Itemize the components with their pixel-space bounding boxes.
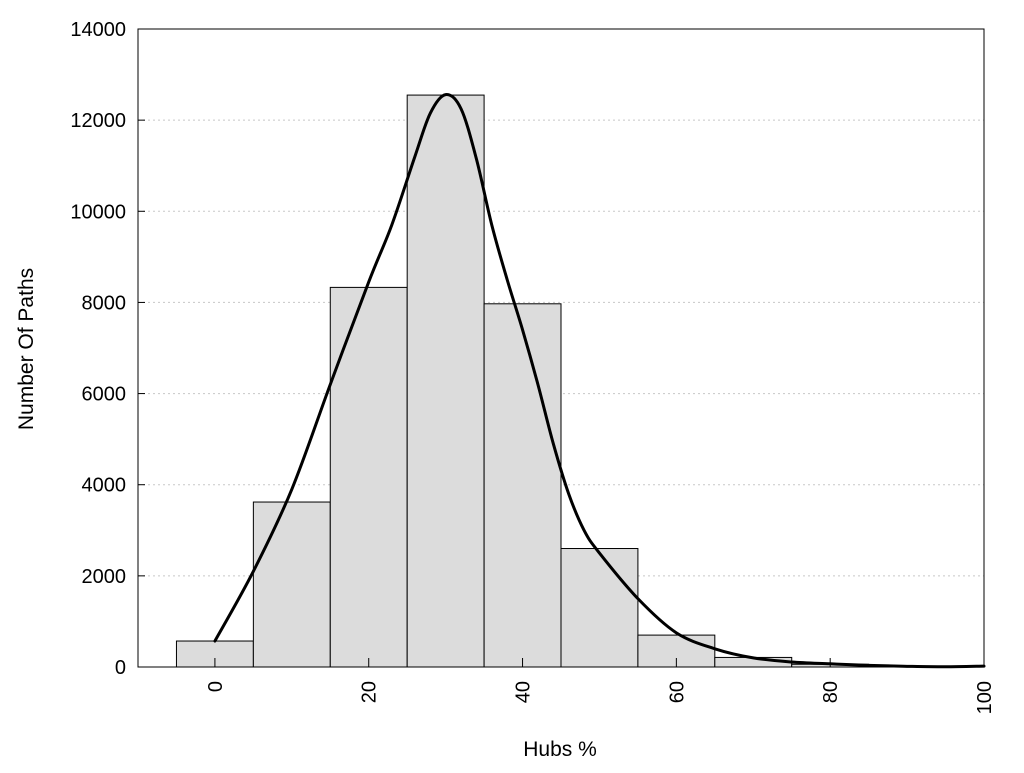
x-axis-title: Hubs %: [523, 738, 597, 761]
curve-layer: [213, 93, 986, 669]
x-tick-label-80: 80: [820, 681, 842, 703]
y-tick-label-6000: 6000: [82, 384, 127, 406]
x-tick-label-60: 60: [666, 681, 688, 703]
x-tick-label-100: 100: [974, 681, 996, 714]
y-tick-label-14000: 14000: [70, 19, 126, 41]
bars-layer: [175, 94, 947, 668]
x-tick-label-20: 20: [359, 681, 381, 703]
y-tick-label-8000: 8000: [82, 292, 127, 314]
x-tick-label-0: 0: [205, 681, 227, 692]
y-tick-label-2000: 2000: [82, 566, 127, 588]
density-curve-line: [213, 93, 986, 669]
bar-bin-50: [560, 548, 639, 668]
bar-bin-20: [329, 286, 408, 668]
bar-bin-40: [483, 303, 562, 668]
plot-frame: [137, 28, 985, 668]
y-axis-title: Number Of Paths: [15, 268, 38, 430]
ticks-layer: 0 2000 4000 6000 8000 10000 12000 14000 0 20 40 60 8…: [70, 19, 996, 714]
y-tick-label-12000: 12000: [70, 110, 126, 132]
y-tick-label-10000: 10000: [70, 201, 126, 223]
grid-layer: [138, 119, 984, 577]
y-tick-label-0: 0: [115, 657, 126, 679]
x-tick-label-40: 40: [513, 681, 535, 703]
bar-bin-30: [406, 94, 485, 668]
y-tick-label-4000: 4000: [82, 475, 127, 497]
bar-bin-10: [252, 501, 331, 668]
